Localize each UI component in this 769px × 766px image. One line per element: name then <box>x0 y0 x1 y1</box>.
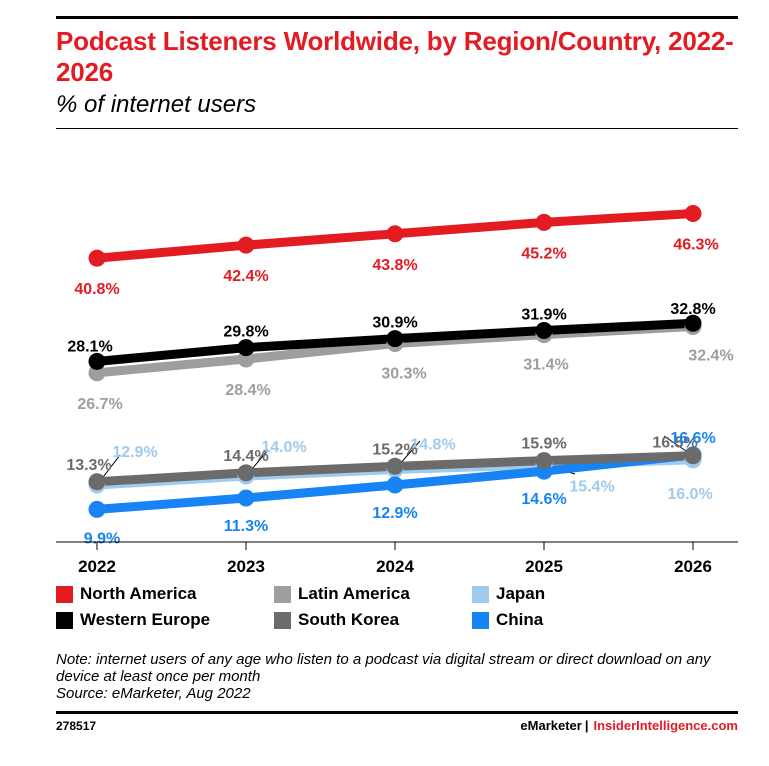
legend-label: Western Europe <box>80 610 211 629</box>
data-label-japan: 16.0% <box>667 486 712 503</box>
data-label-china: 12.9% <box>372 505 417 522</box>
data-point-western-europe <box>237 339 255 357</box>
series-points <box>88 204 702 518</box>
x-tick-label: 2023 <box>227 557 265 576</box>
data-point-south-korea <box>237 464 255 482</box>
data-point-western-europe <box>535 322 553 340</box>
brand-separator: | <box>584 718 589 733</box>
data-point-south-korea <box>386 457 404 475</box>
x-axis: 2022 2023 2024 2025 2026 <box>56 541 738 576</box>
legend-label: Latin America <box>298 584 410 603</box>
data-label-western-europe: 30.9% <box>372 315 417 332</box>
x-tick-label: 2024 <box>376 557 414 576</box>
x-tick-label: 2022 <box>78 557 116 576</box>
data-label-north-america: 42.4% <box>223 268 268 285</box>
data-point-north-america <box>684 204 702 222</box>
data-point-north-america <box>88 249 106 267</box>
data-point-north-america <box>535 213 553 231</box>
legend-swatch <box>274 611 291 629</box>
chart-subtitle: % of internet users <box>56 91 257 118</box>
data-label-latin-america: 28.4% <box>225 382 270 399</box>
data-label-western-europe: 31.9% <box>521 307 566 324</box>
data-label-north-america: 45.2% <box>521 245 566 262</box>
data-point-south-korea <box>535 452 553 470</box>
data-point-south-korea <box>684 447 702 465</box>
source-text: Source: eMarketer, Aug 2022 <box>56 685 251 702</box>
data-point-western-europe <box>684 314 702 332</box>
data-label-western-europe: 32.8% <box>670 301 715 318</box>
footnote: Note: internet users of any age who list… <box>56 651 746 702</box>
data-label-china: 11.3% <box>224 518 268 535</box>
data-label-japan: 12.9% <box>112 444 157 461</box>
chart-id: 278517 <box>56 719 97 733</box>
data-label-south-korea: 13.3% <box>66 457 111 474</box>
brand-emarketer: eMarketer <box>520 718 582 733</box>
data-label-japan: 14.0% <box>261 439 306 456</box>
data-label-north-america: 40.8% <box>74 281 119 298</box>
data-label-western-europe: 29.8% <box>223 324 268 341</box>
legend-swatch <box>274 585 291 603</box>
legend-swatch <box>56 611 73 629</box>
data-label-north-america: 46.3% <box>673 236 718 253</box>
legend-label: Japan <box>496 584 546 603</box>
data-label-china: 16.6% <box>670 430 715 447</box>
data-label-south-korea: 14.4% <box>223 448 268 465</box>
data-label-south-korea: 15.9% <box>521 436 566 453</box>
data-point-western-europe <box>88 352 106 370</box>
data-point-western-europe <box>386 330 404 348</box>
legend-label: South Korea <box>298 610 400 629</box>
data-label-latin-america: 30.3% <box>381 366 426 383</box>
data-point-china <box>88 500 106 518</box>
line-chart: 40.8% 42.4% 43.8% 45.2% 46.3% 26.7% 28.4% 30.3%… <box>56 204 738 576</box>
legend-item-north-america: North America <box>56 583 197 605</box>
note-text: Note: internet users of any age who list… <box>56 651 711 685</box>
legend-swatch <box>472 585 489 603</box>
legend-label: China <box>496 610 544 629</box>
subtitle-rule <box>56 128 738 129</box>
data-point-south-korea <box>88 473 106 491</box>
x-tick-label: 2026 <box>674 557 712 576</box>
data-label-latin-america: 26.7% <box>77 396 122 413</box>
legend-item-south-korea: South Korea <box>274 609 399 631</box>
data-label-south-korea: 16.5% <box>652 435 697 452</box>
top-rule <box>56 16 738 19</box>
data-label-china: 14.6% <box>521 491 566 508</box>
bottom-rule <box>56 711 738 714</box>
data-point-north-america <box>386 225 404 243</box>
legend-item-china: China <box>472 609 543 631</box>
x-tick-label: 2025 <box>525 557 563 576</box>
data-label-latin-america: 31.4% <box>523 357 568 374</box>
brand-insider-intelligence: InsiderIntelligence.com <box>593 718 739 733</box>
credit: eMarketer | InsiderIntelligence.com <box>520 718 738 733</box>
legend-item-latin-america: Latin America <box>274 583 410 605</box>
chart-title: Podcast Listeners Worldwide, by Region/C… <box>56 26 734 87</box>
legend-swatch <box>472 611 489 629</box>
data-label-china: 9.9% <box>84 530 120 547</box>
legend-swatch <box>56 585 73 603</box>
data-label-south-korea: 15.2% <box>372 441 417 458</box>
legend-label: North America <box>80 584 197 603</box>
data-label-japan: 14.8% <box>410 437 455 454</box>
legend-item-western-europe: Western Europe <box>56 609 210 631</box>
data-point-china <box>386 476 404 494</box>
data-label-japan: 15.4% <box>569 479 614 496</box>
legend-item-japan: Japan <box>472 583 545 605</box>
data-point-china <box>237 489 255 507</box>
data-label-north-america: 43.8% <box>372 257 417 274</box>
data-label-western-europe: 28.1% <box>67 338 112 355</box>
data-label-latin-america: 32.4% <box>688 347 733 364</box>
data-point-north-america <box>237 236 255 254</box>
data-labels: 40.8% 42.4% 43.8% 45.2% 46.3% 26.7% 28.4% 30.3%… <box>66 236 733 547</box>
